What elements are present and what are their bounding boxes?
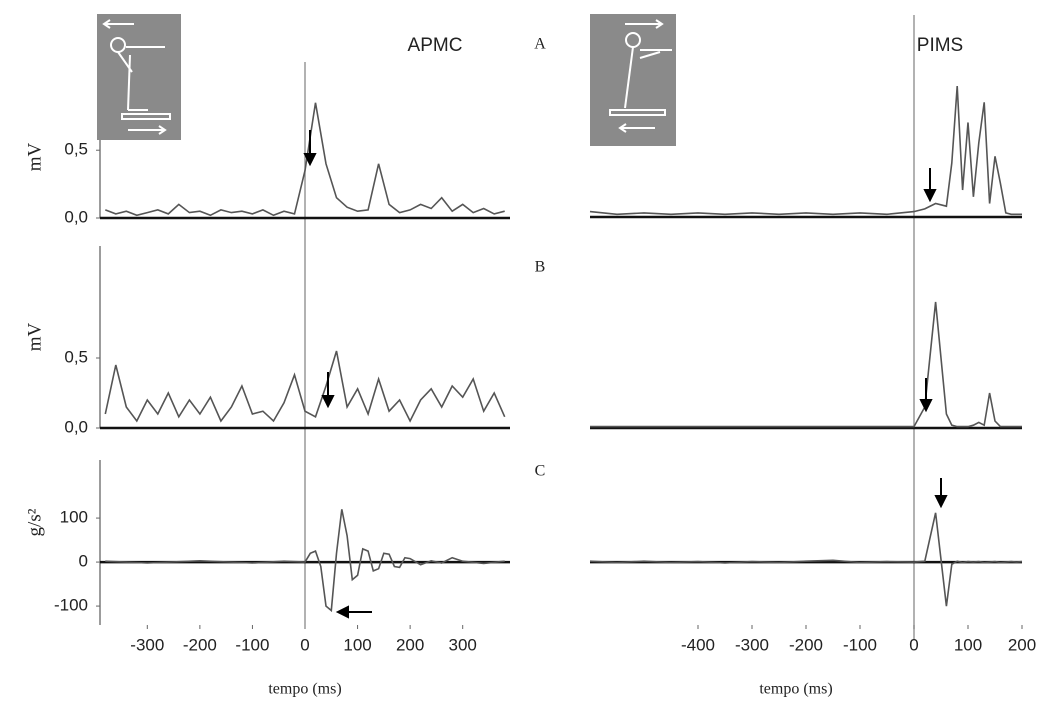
y-tick-label: 0 bbox=[79, 552, 88, 571]
y-axis-label: mV bbox=[24, 142, 45, 171]
trace bbox=[105, 509, 505, 613]
x-tick-label: -100 bbox=[843, 635, 877, 654]
panel: 0,0 0,5 BmV bbox=[24, 246, 545, 436]
annotation-arrows bbox=[303, 130, 948, 619]
x-tick-label: -300 bbox=[130, 635, 164, 654]
y-axis-label: g/s² bbox=[24, 508, 45, 536]
x-tick-label: -300 bbox=[735, 635, 769, 654]
trace bbox=[589, 512, 1023, 607]
panel-label: B bbox=[535, 259, 546, 276]
panel-label: A bbox=[534, 36, 546, 53]
y-tick-label: 0,0 bbox=[64, 417, 88, 436]
y-tick-label: 100 bbox=[60, 508, 88, 527]
y-tick-label: 0,5 bbox=[64, 347, 88, 366]
x-tick-label: -200 bbox=[789, 635, 823, 654]
y-tick-label: 0,5 bbox=[64, 140, 88, 159]
y-tick-label: -100 bbox=[54, 596, 88, 615]
x-tick-label: -100 bbox=[235, 635, 269, 654]
x-tick-label: 100 bbox=[343, 635, 371, 654]
x-tick-label: 200 bbox=[396, 635, 424, 654]
panel-label: C bbox=[535, 463, 546, 480]
inset-left bbox=[97, 14, 181, 140]
inset-right bbox=[590, 14, 676, 146]
x-tick-label: 200 bbox=[1008, 635, 1036, 654]
x-tick-label: -200 bbox=[183, 635, 217, 654]
trace bbox=[590, 301, 1022, 428]
panel-title: APMC bbox=[408, 35, 463, 56]
panel bbox=[590, 301, 1022, 430]
y-tick-label: 0,0 bbox=[64, 207, 88, 226]
x-tick-label: 300 bbox=[449, 635, 477, 654]
panel-title: PIMS bbox=[917, 35, 963, 56]
trace bbox=[589, 86, 1022, 216]
x-tick-label: 0 bbox=[909, 635, 918, 654]
x-tick-label: 0 bbox=[300, 635, 309, 654]
x-axis-label: tempo (ms) bbox=[759, 681, 832, 698]
panel: -100 0 100 -300 -200 -100 0 100 200 300 Cg/s² tempo… bbox=[24, 460, 545, 698]
trace bbox=[105, 102, 505, 217]
x-tick-label: -400 bbox=[681, 635, 715, 654]
panel: PIMS bbox=[589, 15, 1022, 640]
panel: 0,0 0,5 APMC AmV bbox=[24, 35, 546, 625]
y-axis-label: mV bbox=[24, 322, 45, 351]
trace bbox=[104, 350, 506, 423]
panel: -400 -300 -200 -100 0 100 200 tempo (ms) bbox=[589, 512, 1036, 698]
x-axis-label: tempo (ms) bbox=[268, 681, 341, 698]
x-tick-label: 100 bbox=[954, 635, 982, 654]
